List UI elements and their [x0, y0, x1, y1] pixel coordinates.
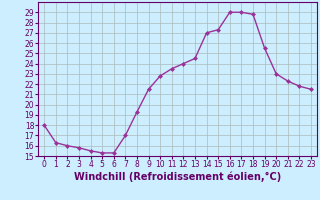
X-axis label: Windchill (Refroidissement éolien,°C): Windchill (Refroidissement éolien,°C) — [74, 172, 281, 182]
